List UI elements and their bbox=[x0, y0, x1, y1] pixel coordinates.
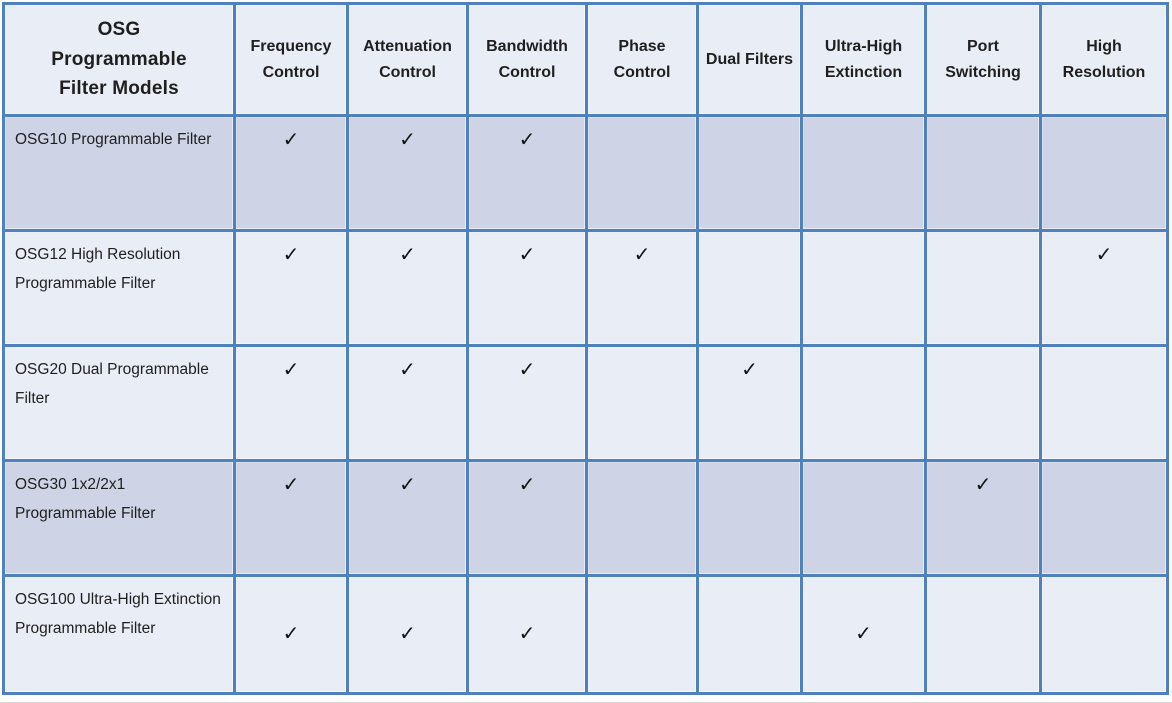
feature-cell-ultra-high-extinction bbox=[800, 344, 927, 462]
feature-cell-ultra-high-extinction bbox=[800, 229, 927, 347]
feature-cell-dual-filters bbox=[696, 229, 803, 347]
checkmark-icon: ✓ bbox=[741, 359, 758, 381]
feature-cell-high-resolution bbox=[1039, 459, 1169, 577]
feature-cell-frequency-control: ✓ bbox=[233, 114, 349, 232]
checkmark-icon: ✓ bbox=[282, 129, 300, 151]
model-name-osg100: OSG100 Ultra-High Extinction Programmabl… bbox=[2, 574, 236, 695]
checkmark-icon: ✓ bbox=[518, 474, 536, 496]
feature-cell-port-switching bbox=[924, 229, 1042, 347]
checkmark-icon: ✓ bbox=[1095, 244, 1113, 266]
checkmark-icon: ✓ bbox=[518, 623, 536, 645]
model-name-osg12: OSG12 High Resolution Programmable Filte… bbox=[2, 229, 236, 347]
checkmark-icon: ✓ bbox=[399, 359, 416, 381]
feature-cell-ultra-high-extinction bbox=[800, 114, 927, 232]
feature-cell-port-switching: ✓ bbox=[924, 459, 1042, 577]
checkmark-icon: ✓ bbox=[518, 129, 536, 151]
model-name-osg20: OSG20 Dual Programmable Filter bbox=[2, 344, 236, 462]
feature-cell-phase-control bbox=[585, 114, 699, 232]
feature-cell-dual-filters bbox=[696, 114, 803, 232]
checkmark-icon: ✓ bbox=[399, 474, 416, 496]
model-name-osg30: OSG30 1x2/2x1 Programmable Filter bbox=[2, 459, 236, 577]
table-row: OSG20 Dual Programmable Filter ✓ ✓ ✓ ✓ bbox=[2, 344, 1169, 462]
feature-cell-phase-control: ✓ bbox=[585, 229, 699, 347]
checkmark-icon: ✓ bbox=[399, 129, 416, 151]
checkmark-icon: ✓ bbox=[855, 623, 872, 645]
column-header-bandwidth-control: Bandwidth Control bbox=[466, 2, 588, 117]
column-header-frequency-control: Frequency Control bbox=[233, 2, 349, 117]
feature-cell-ultra-high-extinction bbox=[800, 459, 927, 577]
table-row: OSG10 Programmable Filter ✓ ✓ ✓ bbox=[2, 114, 1169, 232]
feature-cell-phase-control bbox=[585, 574, 699, 695]
checkmark-icon: ✓ bbox=[518, 244, 536, 266]
feature-cell-phase-control bbox=[585, 459, 699, 577]
column-header-port-switching: Port Switching bbox=[924, 2, 1042, 117]
checkmark-icon: ✓ bbox=[518, 359, 536, 381]
checkmark-icon: ✓ bbox=[282, 244, 300, 266]
model-name-osg10: OSG10 Programmable Filter bbox=[2, 114, 236, 232]
checkmark-icon: ✓ bbox=[282, 359, 300, 381]
checkmark-icon: ✓ bbox=[399, 244, 416, 266]
checkmark-icon: ✓ bbox=[633, 244, 651, 266]
column-header-dual-filters: Dual Filters bbox=[696, 2, 803, 117]
feature-cell-port-switching bbox=[924, 114, 1042, 232]
feature-cell-frequency-control: ✓ bbox=[233, 229, 349, 347]
feature-cell-dual-filters: ✓ bbox=[696, 344, 803, 462]
feature-cell-ultra-high-extinction: ✓ bbox=[800, 574, 927, 695]
feature-cell-attenuation-control: ✓ bbox=[346, 114, 469, 232]
column-header-ultra-high-extinction: Ultra-High Extinction bbox=[800, 2, 927, 117]
feature-cell-high-resolution bbox=[1039, 574, 1169, 695]
feature-cell-dual-filters bbox=[696, 459, 803, 577]
feature-cell-port-switching bbox=[924, 344, 1042, 462]
feature-cell-frequency-control: ✓ bbox=[233, 574, 349, 695]
feature-cell-dual-filters bbox=[696, 574, 803, 695]
feature-cell-bandwidth-control: ✓ bbox=[466, 229, 588, 347]
feature-cell-attenuation-control: ✓ bbox=[346, 229, 469, 347]
feature-cell-high-resolution bbox=[1039, 114, 1169, 232]
table-row: OSG30 1x2/2x1 Programmable Filter ✓ ✓ ✓ ✓ bbox=[2, 459, 1169, 577]
feature-cell-port-switching bbox=[924, 574, 1042, 695]
header-row: OSG Programmable Filter Models Frequency… bbox=[2, 2, 1169, 117]
feature-cell-frequency-control: ✓ bbox=[233, 344, 349, 462]
checkmark-icon: ✓ bbox=[282, 623, 300, 645]
feature-cell-bandwidth-control: ✓ bbox=[466, 574, 588, 695]
feature-cell-bandwidth-control: ✓ bbox=[466, 114, 588, 232]
feature-cell-bandwidth-control: ✓ bbox=[466, 459, 588, 577]
feature-cell-phase-control bbox=[585, 344, 699, 462]
checkmark-icon: ✓ bbox=[399, 623, 416, 645]
checkmark-icon: ✓ bbox=[282, 474, 300, 496]
column-header-high-resolution: High Resolution bbox=[1039, 2, 1169, 117]
table-title: OSG Programmable Filter Models bbox=[2, 2, 236, 117]
column-header-attenuation-control: Attenuation Control bbox=[346, 2, 469, 117]
checkmark-icon: ✓ bbox=[974, 474, 992, 496]
table-row: OSG12 High Resolution Programmable Filte… bbox=[2, 229, 1169, 347]
column-header-phase-control: Phase Control bbox=[585, 2, 699, 117]
feature-cell-high-resolution: ✓ bbox=[1039, 229, 1169, 347]
feature-cell-high-resolution bbox=[1039, 344, 1169, 462]
feature-cell-bandwidth-control: ✓ bbox=[466, 344, 588, 462]
table-row: OSG100 Ultra-High Extinction Programmabl… bbox=[2, 574, 1169, 695]
feature-cell-frequency-control: ✓ bbox=[233, 459, 349, 577]
feature-cell-attenuation-control: ✓ bbox=[346, 344, 469, 462]
feature-cell-attenuation-control: ✓ bbox=[346, 459, 469, 577]
feature-cell-attenuation-control: ✓ bbox=[346, 574, 469, 695]
